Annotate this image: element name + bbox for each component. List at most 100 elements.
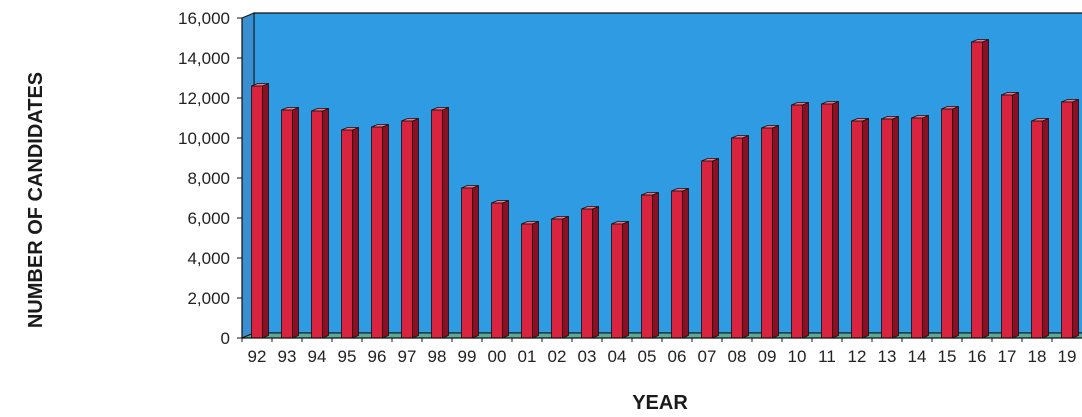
bar-side-face <box>502 199 509 339</box>
bar-side-face <box>412 117 419 339</box>
x-tick-label: 15 <box>938 347 957 366</box>
bar-side-face <box>922 114 929 339</box>
bar-09 <box>761 124 779 339</box>
bar-93 <box>281 106 299 339</box>
bar-front-face <box>701 160 713 339</box>
y-tick-label: 6,000 <box>187 209 230 228</box>
bar-front-face <box>1061 101 1073 339</box>
bar-front-face <box>521 223 533 339</box>
bar-94 <box>311 107 329 339</box>
bar-front-face <box>941 108 953 339</box>
x-tick-label: 06 <box>668 347 687 366</box>
x-tick-label: 07 <box>698 347 717 366</box>
bar-front-face <box>491 202 503 339</box>
bar-18 <box>1031 117 1049 339</box>
bar-13 <box>881 115 899 339</box>
bar-front-face <box>1031 120 1043 339</box>
bar-side-face <box>982 38 989 339</box>
x-tick-label: 96 <box>368 347 387 366</box>
x-tick-label: 18 <box>1028 347 1047 366</box>
bar-front-face <box>1001 94 1013 339</box>
bar-front-face <box>641 194 653 339</box>
x-tick-label: 02 <box>548 347 567 366</box>
x-tick-label: 95 <box>338 347 357 366</box>
bar-92 <box>251 82 269 339</box>
bar-00 <box>491 199 509 339</box>
bar-01 <box>521 220 539 339</box>
y-tick-label: 10,000 <box>178 129 230 148</box>
bar-front-face <box>881 118 893 339</box>
x-tick-label: 16 <box>968 347 987 366</box>
bar-side-face <box>442 106 449 339</box>
bar-97 <box>401 117 419 339</box>
bar-side-face <box>352 126 359 339</box>
bar-front-face <box>581 208 593 339</box>
bar-front-face <box>791 104 803 339</box>
bar-10 <box>791 101 809 339</box>
bar-99 <box>461 184 479 339</box>
y-tick-label: 16,000 <box>178 9 230 28</box>
bar-96 <box>371 123 389 339</box>
bar-front-face <box>551 218 563 339</box>
bar-front-face <box>971 41 983 339</box>
x-tick-label: 01 <box>518 347 537 366</box>
bar-11 <box>821 100 839 339</box>
x-tick-label: 99 <box>458 347 477 366</box>
bar-side-face <box>1012 91 1019 339</box>
bar-side-face <box>592 205 599 339</box>
x-tick-label: 93 <box>278 347 297 366</box>
bar-side-face <box>862 117 869 339</box>
y-tick-label: 0 <box>221 329 230 348</box>
bar-17 <box>1001 91 1019 339</box>
bar-front-face <box>911 117 923 339</box>
bar-side-face <box>562 215 569 339</box>
x-tick-label: 09 <box>758 347 777 366</box>
bar-08 <box>731 134 749 339</box>
bar-front-face <box>761 127 773 339</box>
x-tick-label: 08 <box>728 347 747 366</box>
bar-side-face <box>802 101 809 339</box>
bar-05 <box>641 191 659 339</box>
x-tick-label: 04 <box>608 347 627 366</box>
y-tick-label: 4,000 <box>187 249 230 268</box>
x-tick-label: 19 <box>1058 347 1077 366</box>
x-tick-label: 10 <box>788 347 807 366</box>
bar-front-face <box>311 110 323 339</box>
bar-front-face <box>281 109 293 339</box>
bar-side-face <box>1042 117 1049 339</box>
bar-front-face <box>251 85 263 339</box>
x-tick-label: 05 <box>638 347 657 366</box>
y-axis: 0 2,000 4,000 6,000 8,000 10,000 12,000 14,000 1… <box>178 9 243 348</box>
bar-07 <box>701 157 719 339</box>
x-axis: 92 93 94 95 96 97 98 99 00 01 02 03 04 05 06 07 08 09 10 11… <box>241 337 1082 366</box>
bar-front-face <box>671 190 683 339</box>
bar-15 <box>941 105 959 339</box>
bar-front-face <box>461 187 473 339</box>
y-tick-label: 14,000 <box>178 49 230 68</box>
y-tick-label: 2,000 <box>187 289 230 308</box>
bar-side-face <box>712 157 719 339</box>
bar-side-face <box>952 105 959 339</box>
bars <box>251 38 1079 339</box>
x-tick-label: 14 <box>908 347 927 366</box>
x-tick-label: 17 <box>998 347 1017 366</box>
bar-side-face <box>682 187 689 339</box>
bar-06 <box>671 187 689 339</box>
bar-side-face <box>382 123 389 339</box>
bar-side-face <box>532 220 539 339</box>
bar-front-face <box>341 129 353 339</box>
x-axis-title: YEAR <box>632 392 688 414</box>
bar-04 <box>611 220 629 339</box>
y-axis-title: NUMBER OF CANDIDATES <box>25 72 47 328</box>
bar-98 <box>431 106 449 339</box>
bar-side-face <box>832 100 839 339</box>
bar-side-face <box>742 134 749 339</box>
bar-front-face <box>371 126 383 339</box>
bar-12 <box>851 117 869 339</box>
bar-front-face <box>431 109 443 339</box>
bar-16 <box>971 38 989 339</box>
x-tick-label: 11 <box>818 347 836 366</box>
y-tick-label: 8,000 <box>187 169 230 188</box>
x-tick-label: 94 <box>308 347 327 366</box>
